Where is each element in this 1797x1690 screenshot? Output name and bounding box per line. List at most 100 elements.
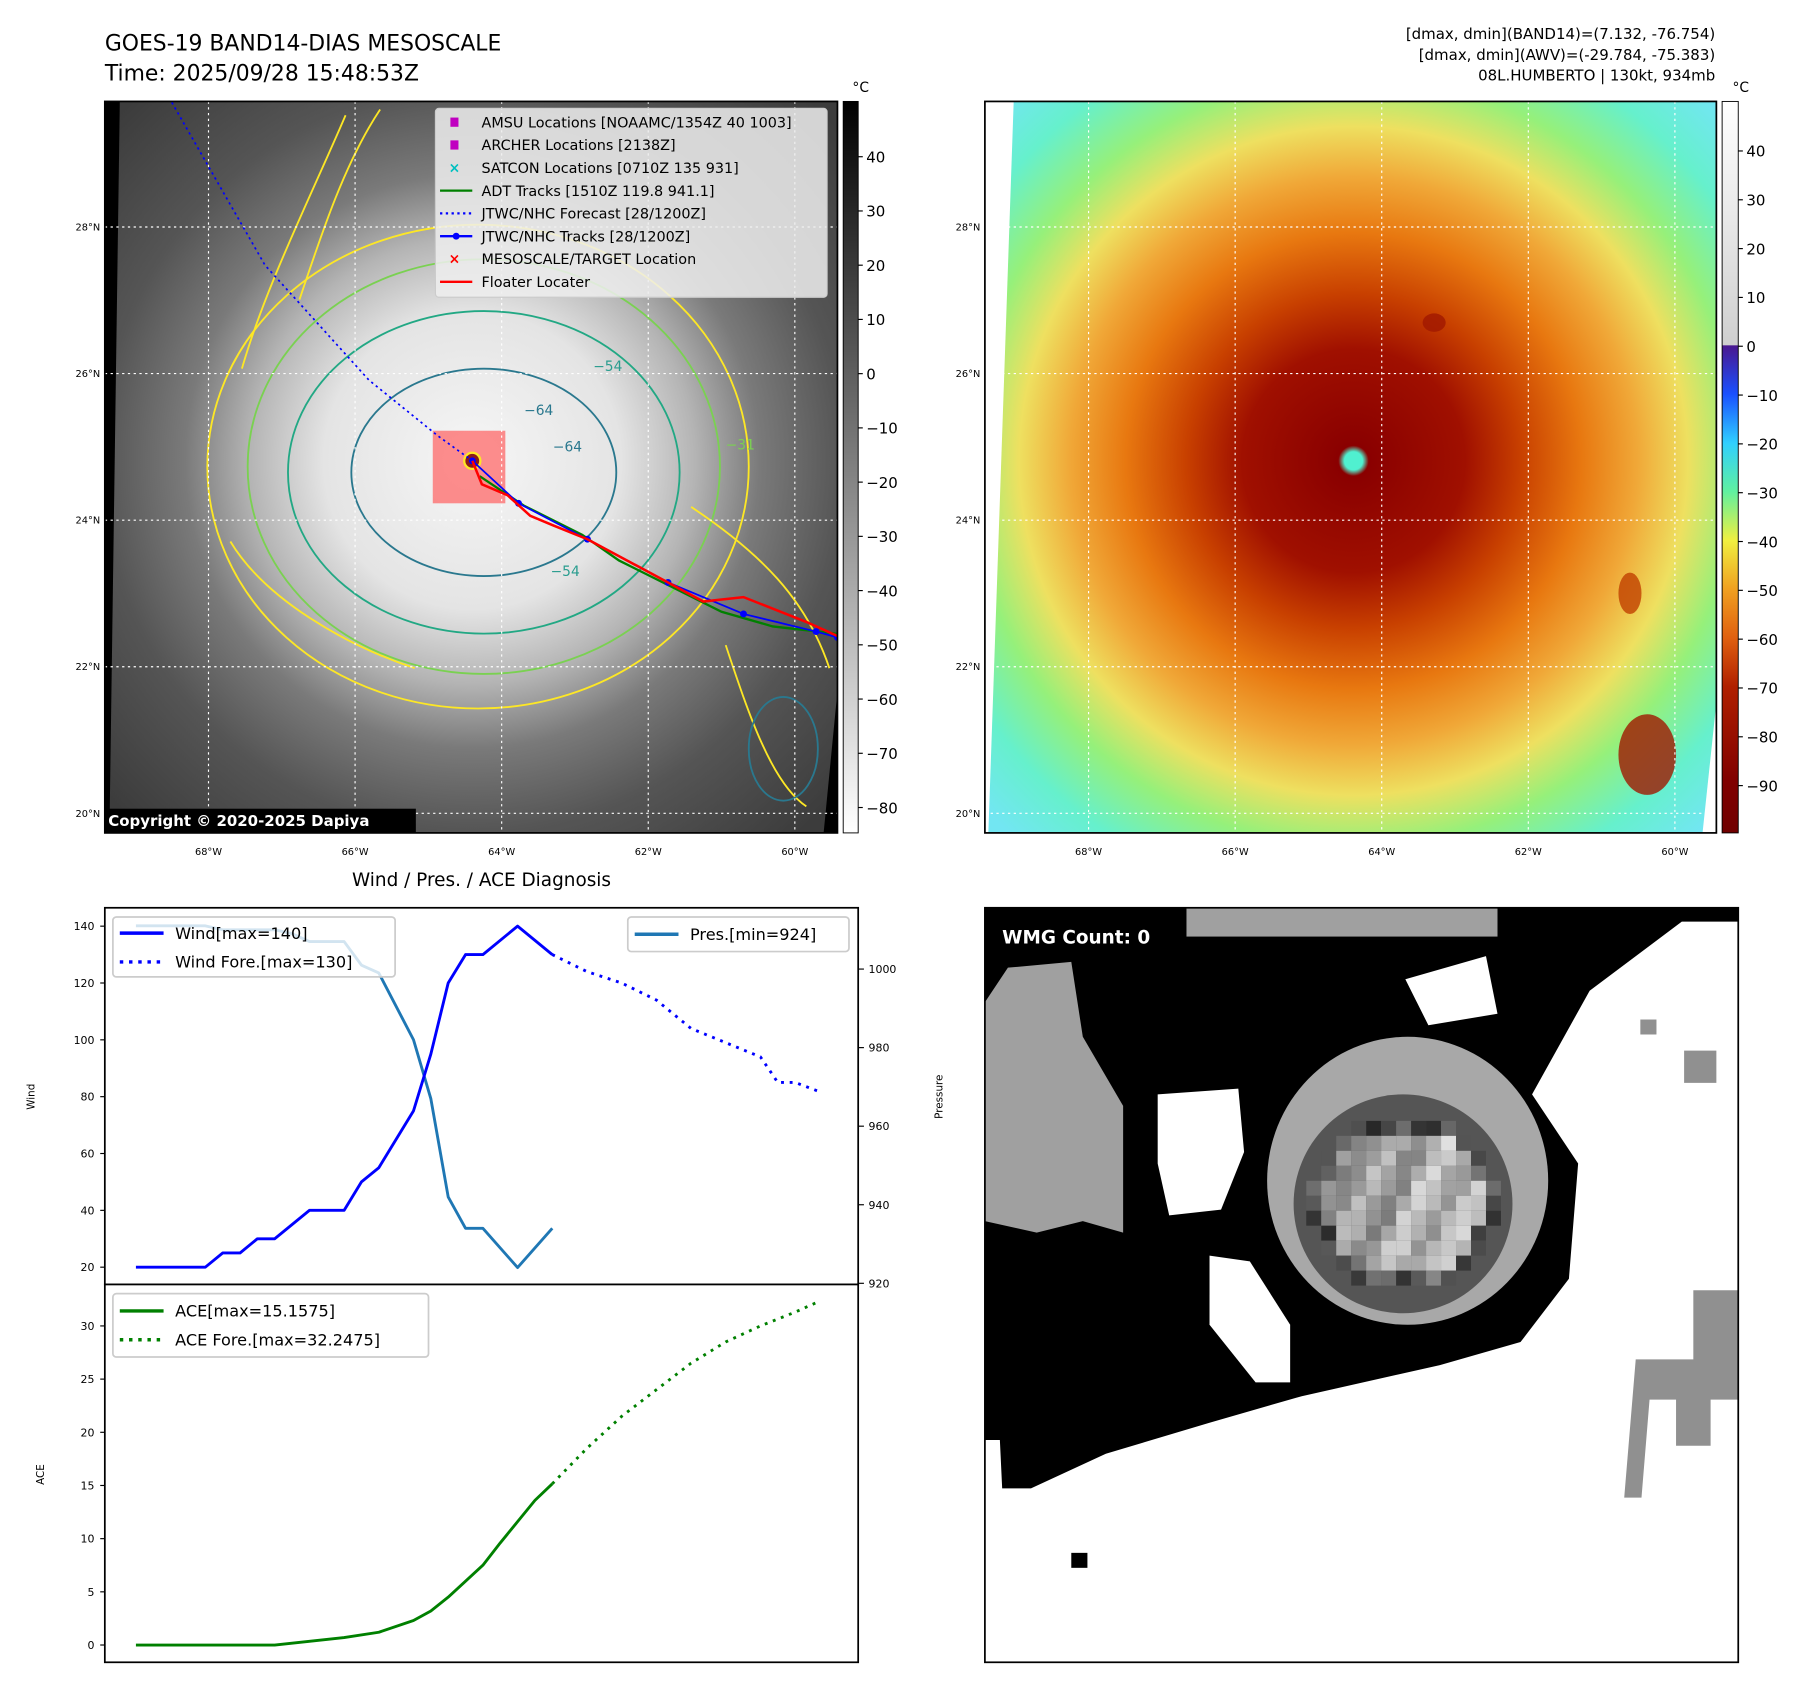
wmg-cell — [1381, 1150, 1397, 1166]
no-data-left — [104, 101, 120, 833]
wmg-cell — [1411, 1270, 1427, 1286]
wmg-cell — [1396, 1150, 1412, 1166]
colorbar-tick-label: 40 — [866, 148, 885, 166]
legend-box — [112, 1292, 430, 1358]
contour-label: −31 — [726, 437, 755, 453]
colorbar-tick-label: −10 — [1746, 387, 1778, 405]
wmg-cell — [1396, 1135, 1412, 1151]
wmg-cell — [1426, 1210, 1442, 1226]
colorbar-tick-label: −40 — [866, 582, 898, 600]
wmg-cell — [1396, 1180, 1412, 1196]
colorbar-gradient — [842, 100, 859, 834]
wmg-cell — [1336, 1210, 1352, 1226]
stats-band14: [dmax, dmin](BAND14)=(7.132, -76.754) — [1406, 25, 1715, 43]
wind-tick-label: 100 — [74, 1034, 95, 1047]
colorbar-tick-label: 0 — [866, 365, 876, 383]
wmg-cell — [1456, 1255, 1472, 1271]
legend-box — [434, 107, 828, 298]
wmg-cell — [1351, 1150, 1367, 1166]
legend-label: Pres.[min=924] — [690, 925, 816, 944]
longitude-label: 60°W — [781, 847, 808, 858]
legend-square-icon — [450, 117, 459, 127]
pressure-legend: Pres.[min=924] — [626, 916, 850, 953]
colorbar-tick-label: −60 — [1746, 631, 1778, 649]
wmg-cell — [1381, 1225, 1397, 1241]
legend-label: AMSU Locations [NOAAMC/1354Z 40 1003] — [482, 115, 792, 131]
wind-tick-label: 120 — [74, 977, 95, 990]
latitude-label: 20°N — [76, 809, 101, 820]
wmg-cell — [1336, 1195, 1352, 1211]
legend-label: ARCHER Locations [2138Z] — [482, 138, 676, 154]
jtwc-forecast-track — [171, 101, 473, 462]
wmg-cell — [1366, 1270, 1382, 1286]
copyright-box — [104, 808, 416, 833]
wmg-cell — [1471, 1240, 1486, 1256]
wmg-white-spot — [1405, 956, 1498, 1026]
wmg-cell — [1441, 1135, 1457, 1151]
no-data-left — [984, 101, 1014, 833]
wmg-cell — [1321, 1240, 1337, 1256]
wmg-white-island — [1157, 1088, 1245, 1216]
wmg-cell — [1366, 1150, 1382, 1166]
latitude-label: 26°N — [76, 369, 101, 380]
pressure-tick-label: 960 — [869, 1120, 890, 1133]
wmg-cell — [1381, 1270, 1397, 1286]
contour-cell — [747, 696, 819, 802]
wmg-cell — [1411, 1195, 1427, 1211]
wmg-cell — [1441, 1210, 1457, 1226]
wmg-cell — [1456, 1210, 1472, 1226]
wmg-cell — [1381, 1255, 1397, 1271]
wmg-cell — [1471, 1150, 1486, 1166]
wmg-cell — [1321, 1180, 1337, 1196]
wmg-cell — [1366, 1120, 1382, 1136]
wmg-cell — [1441, 1195, 1457, 1211]
ir-contour-labels: −54 −64 −64 −54 −31 — [524, 359, 755, 580]
colorbar-tick-label: −10 — [866, 420, 898, 438]
wmg-cell — [1351, 1240, 1367, 1256]
awv-image — [984, 101, 1717, 833]
awv-colorbar: °C 40 30 20 10 0 −10 −20 −30 −40 −50 −60 −70 −80 −90 — [1721, 80, 1778, 834]
wmg-cell — [1426, 1240, 1442, 1256]
wmg-cell — [1366, 1180, 1382, 1196]
contour-label: −64 — [553, 440, 582, 456]
legend-label: Floater Locater — [482, 275, 591, 291]
wmg-cell — [1321, 1225, 1337, 1241]
wmg-cell — [1411, 1240, 1427, 1256]
wind-tick-label: 80 — [81, 1091, 95, 1104]
colorbar-tick-label: 40 — [1746, 143, 1765, 161]
wmg-cell — [1426, 1195, 1442, 1211]
wmg-cell — [1441, 1165, 1457, 1181]
copyright: Copyright © 2020-2025 Dapiya — [108, 812, 369, 830]
wmg-cell — [1441, 1120, 1457, 1136]
wmg-cell — [1456, 1225, 1472, 1241]
colorbar-tick-label: 0 — [1746, 338, 1756, 356]
cold-cell — [1422, 313, 1446, 332]
wind-tick-label: 20 — [81, 1261, 95, 1274]
colorbar-tick-label: −50 — [866, 637, 898, 655]
wmg-cell — [1381, 1195, 1397, 1211]
legend-label: JTWC/NHC Forecast [28/1200Z] — [481, 207, 706, 223]
awv-map-panel[interactable] — [984, 101, 1718, 833]
wmg-cell — [1396, 1270, 1412, 1286]
contour-teal — [350, 367, 618, 577]
wmg-grey-patch — [1640, 1019, 1657, 1035]
wmg-cell — [1471, 1210, 1486, 1226]
wmg-cell — [1471, 1165, 1486, 1181]
wmg-grey-patch — [1624, 1290, 1739, 1498]
awv-gridlines — [984, 101, 1717, 833]
wmg-cell — [1321, 1210, 1337, 1226]
wmg-cell — [1471, 1195, 1486, 1211]
wmg-cell — [1411, 1165, 1427, 1181]
wind-legend: Wind[max=140] Wind Fore.[max=130] — [112, 916, 396, 978]
pressure-tick-label: 920 — [869, 1277, 890, 1290]
wmg-cell — [1441, 1240, 1457, 1256]
track-legend: AMSU Locations [NOAAMC/1354Z 40 1003] ARC… — [434, 107, 828, 298]
no-data-right — [1702, 702, 1717, 833]
colorbar-tick-label: −20 — [1746, 436, 1778, 454]
wmg-cell — [1381, 1135, 1397, 1151]
wmg-panel[interactable] — [984, 907, 1739, 1663]
wmg-cell — [1456, 1135, 1472, 1151]
colorbar-tick-label: 20 — [1746, 240, 1765, 258]
latitude-label: 22°N — [956, 662, 981, 673]
